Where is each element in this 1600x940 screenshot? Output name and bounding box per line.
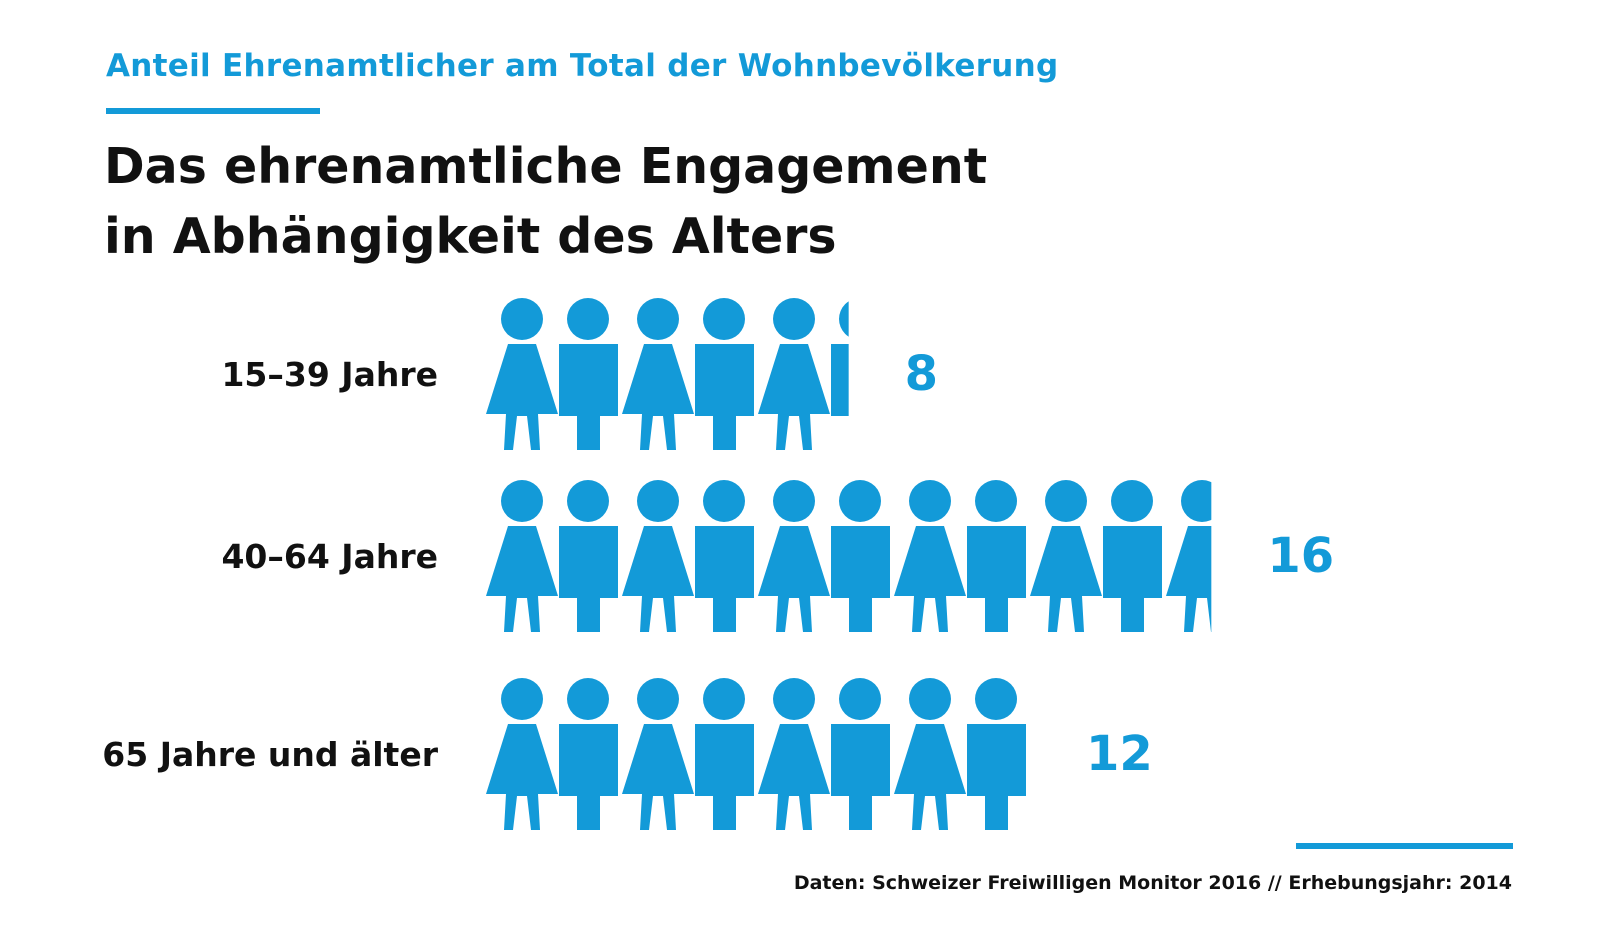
pictogram-row: 65 Jahre und älter 12 — [102, 678, 1153, 830]
female-person-icon — [622, 480, 694, 632]
pictogram-row: 15–39 Jahre 8 — [221, 298, 938, 450]
female-person-icon — [486, 678, 558, 830]
female-person-icon — [1166, 480, 1212, 632]
female-person-icon — [894, 480, 966, 632]
female-person-icon — [758, 678, 830, 830]
title-line-1: Das ehrenamtliche Engagement — [104, 138, 988, 195]
female-person-icon — [1030, 480, 1102, 632]
top-accent-rule — [106, 108, 320, 114]
female-person-icon — [622, 678, 694, 830]
female-person-icon — [758, 298, 830, 450]
male-person-icon — [559, 298, 618, 450]
value-label: 8 — [905, 346, 938, 402]
female-person-icon — [486, 298, 558, 450]
pictogram-bar — [486, 298, 849, 450]
source-note: Daten: Schweizer Freiwilligen Monitor 20… — [793, 872, 1512, 894]
chart-subtitle: Anteil Ehrenamtlicher am Total der Wohnb… — [106, 48, 1059, 84]
male-person-icon — [967, 678, 1026, 830]
female-person-icon — [894, 678, 966, 830]
chart-title: Das ehrenamtliche Engagement in Abhängig… — [104, 132, 987, 272]
male-person-icon — [831, 678, 890, 830]
female-person-icon — [758, 480, 830, 632]
category-label: 15–39 Jahre — [221, 355, 438, 394]
bottom-accent-rule — [1296, 843, 1513, 849]
female-person-icon — [486, 480, 558, 632]
male-person-icon — [695, 678, 754, 830]
pictogram-row: 40–64 Jahre 16 — [221, 480, 1334, 632]
value-label: 12 — [1086, 726, 1153, 782]
pictogram-bar — [486, 678, 1026, 830]
male-person-icon — [695, 480, 754, 632]
category-label: 65 Jahre und älter — [102, 735, 438, 774]
male-person-icon — [831, 480, 890, 632]
female-person-icon — [622, 298, 694, 450]
male-person-icon — [559, 678, 618, 830]
male-person-icon — [695, 298, 754, 450]
male-person-icon — [1103, 480, 1162, 632]
male-person-icon — [967, 480, 1026, 632]
male-person-icon — [831, 301, 849, 416]
category-label: 40–64 Jahre — [221, 537, 438, 576]
title-line-2: in Abhängigkeit des Alters — [104, 208, 837, 265]
pictogram-bar — [486, 480, 1212, 632]
value-label: 16 — [1267, 528, 1334, 584]
male-person-icon — [559, 480, 618, 632]
